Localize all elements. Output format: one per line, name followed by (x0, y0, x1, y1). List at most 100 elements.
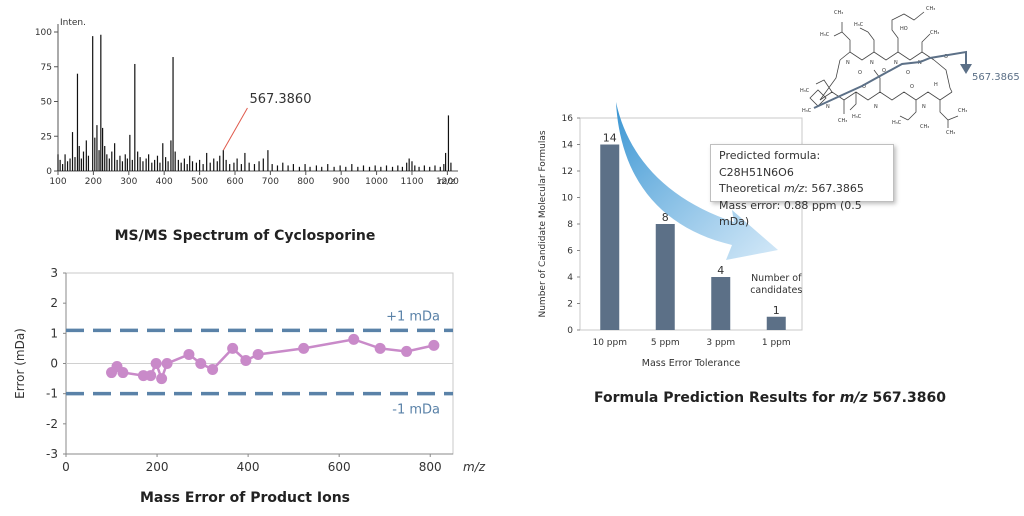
error-x-tick-label: 800 (419, 460, 442, 474)
formula-x-label: Mass Error Tolerance (642, 358, 741, 369)
formula-category-label: 5 ppm (651, 338, 680, 348)
structure-branch-3 (891, 11, 925, 52)
structure-label-h3c-5: H₃C (852, 114, 862, 120)
formula-y-tick-label: 4 (567, 273, 573, 283)
callout-predicted-label: Predicted formula: (719, 149, 821, 162)
formula-candidates-label-line2: candidates (750, 285, 802, 296)
msms-x-tick-label: 900 (333, 177, 350, 187)
structure-label-ch3-1: CH₃ (834, 10, 843, 16)
structure-right-ring (933, 59, 953, 93)
error-point (183, 348, 195, 360)
formula-trend-arrow (616, 102, 778, 260)
msms-x-tick-label: 1200 (436, 177, 459, 187)
mass-error-svg: -3 -2 -1 0 1 2 3 0 200 400 600 800 m/z Error (mDa) +1 … (13, 266, 486, 474)
error-x-tick-label: 200 (146, 460, 169, 474)
callout-theoretical-mz: Theoretical m/z: 567.3865 (719, 181, 885, 198)
msms-x-tick-label: 300 (120, 177, 137, 187)
structure-label-h3c-2: H₃C (854, 22, 864, 28)
structure-branch-1 (833, 22, 851, 52)
formula-bar-value: 8 (662, 211, 669, 224)
formula-bar (766, 316, 786, 330)
structure-label-ho: HO (900, 26, 908, 32)
formula-bar (655, 224, 675, 330)
msms-x-label: m/z (438, 177, 455, 187)
structure-fragment-label: 567.3865 (972, 72, 1020, 83)
structure-branch-5 (815, 79, 833, 93)
error-y-tick-label: -2 (46, 417, 58, 431)
structure-label-h3c-6: H₃C (892, 120, 902, 126)
error-x-tick-label: 600 (328, 460, 351, 474)
structure-label-n-1: N (846, 60, 850, 66)
structure-label-n-2: N (870, 60, 874, 66)
structure-ring-small (809, 89, 827, 107)
error-point (374, 342, 386, 354)
structure-label-ch3-3: CH₃ (930, 30, 939, 36)
structure-branch-8 (939, 100, 959, 128)
msms-x-tick-label: 700 (262, 177, 279, 187)
structure-label-o-3: O (906, 70, 910, 76)
structure-label-ch3-4: CH₃ (838, 118, 847, 124)
error-point (240, 354, 252, 366)
msms-y-label: Inten. (60, 18, 86, 28)
structure-branch-2 (859, 27, 875, 52)
callout-theoretical-label: Theoretical (719, 182, 784, 195)
error-point (195, 358, 207, 369)
formula-y-tick-label: 14 (562, 141, 574, 151)
structure-label-o-5: O (862, 84, 866, 90)
msms-y-tick-label: 50 (41, 98, 53, 108)
msms-y-tick-label: 0 (46, 167, 52, 177)
msms-x-tick-label: 1100 (401, 177, 424, 187)
formula-bar-value: 4 (717, 264, 724, 277)
structure-label-o-2: O (882, 68, 886, 74)
formula-category-label: 3 ppm (706, 338, 735, 348)
formula-prediction-chart: 0 2 4 6 8 10 12 14 16 Number of Candidate Molecul… (520, 100, 820, 380)
formula-bar-value: 1 (773, 304, 780, 317)
error-y-label: Error (mDa) (13, 328, 27, 399)
prediction-callout: Predicted formula: C28H51N6O6 Theoretica… (710, 144, 894, 228)
error-point (401, 345, 413, 357)
formula-y-label: Number of Candidate Molecular Formulas (538, 130, 548, 317)
structure-label-n-3: N (894, 60, 898, 66)
msms-y-tick-label: 100 (35, 28, 52, 38)
msms-x-tick-label: 100 (49, 177, 66, 187)
formula-y-tick-label: 16 (562, 114, 574, 124)
structure-label-ch3-2: CH₃ (926, 6, 935, 12)
error-x-tick-label: 0 (62, 460, 70, 474)
msms-x-tick-label: 500 (191, 177, 208, 187)
structure-branch-6 (873, 69, 881, 92)
formula-y-tick-label: 10 (562, 194, 574, 204)
msms-y-tick-label: 75 (41, 63, 52, 73)
error-y-tick-label: 3 (50, 266, 58, 280)
callout-theoretical-value: : 567.3865 (804, 182, 864, 195)
error-y-tick-label: 0 (50, 357, 58, 371)
structure-branch-4 (921, 33, 931, 52)
error-point (161, 358, 173, 369)
error-reference-label: -1 mDa (392, 403, 440, 418)
msms-x-tick-label: 200 (85, 177, 102, 187)
mass-error-title: Mass Error of Product Ions (139, 490, 351, 506)
formula-y-tick-label: 6 (567, 247, 573, 257)
formula-y-tick-label: 12 (562, 167, 573, 177)
callout-theoretical-mz-italic: m/z (783, 182, 805, 195)
error-point (252, 348, 264, 360)
structure-label-ch3-7: CH₃ (946, 130, 955, 136)
msms-spectrum-chart: Inten. 0 25 50 75 100 100 200 300 400 500 600 700 800… (0, 0, 470, 200)
error-reference-label: +1 mDa (386, 309, 440, 324)
structure-label-o-1: O (858, 70, 862, 76)
structure-label-o-6: O (910, 84, 914, 90)
error-point (298, 342, 310, 354)
structure-label-h: H (934, 82, 938, 88)
formula-y-tick-label: 8 (567, 220, 573, 230)
formula-bar-value: 14 (603, 132, 617, 145)
structure-label-h3c-1: H₃C (820, 32, 830, 38)
error-point (150, 358, 162, 369)
msms-annotation-label: 567.3860 (249, 92, 311, 107)
msms-x-tick-label: 400 (156, 177, 173, 187)
msms-spectrum-svg: Inten. 0 25 50 75 100 100 200 300 400 500 600 700 800… (35, 18, 459, 187)
msms-annotation-line (223, 107, 248, 151)
formula-prediction-title: Formula Prediction Results for m/z 567.3… (560, 390, 980, 406)
structure-label-h3c-3: H₃C (800, 88, 810, 94)
error-x-label: m/z (463, 460, 486, 474)
